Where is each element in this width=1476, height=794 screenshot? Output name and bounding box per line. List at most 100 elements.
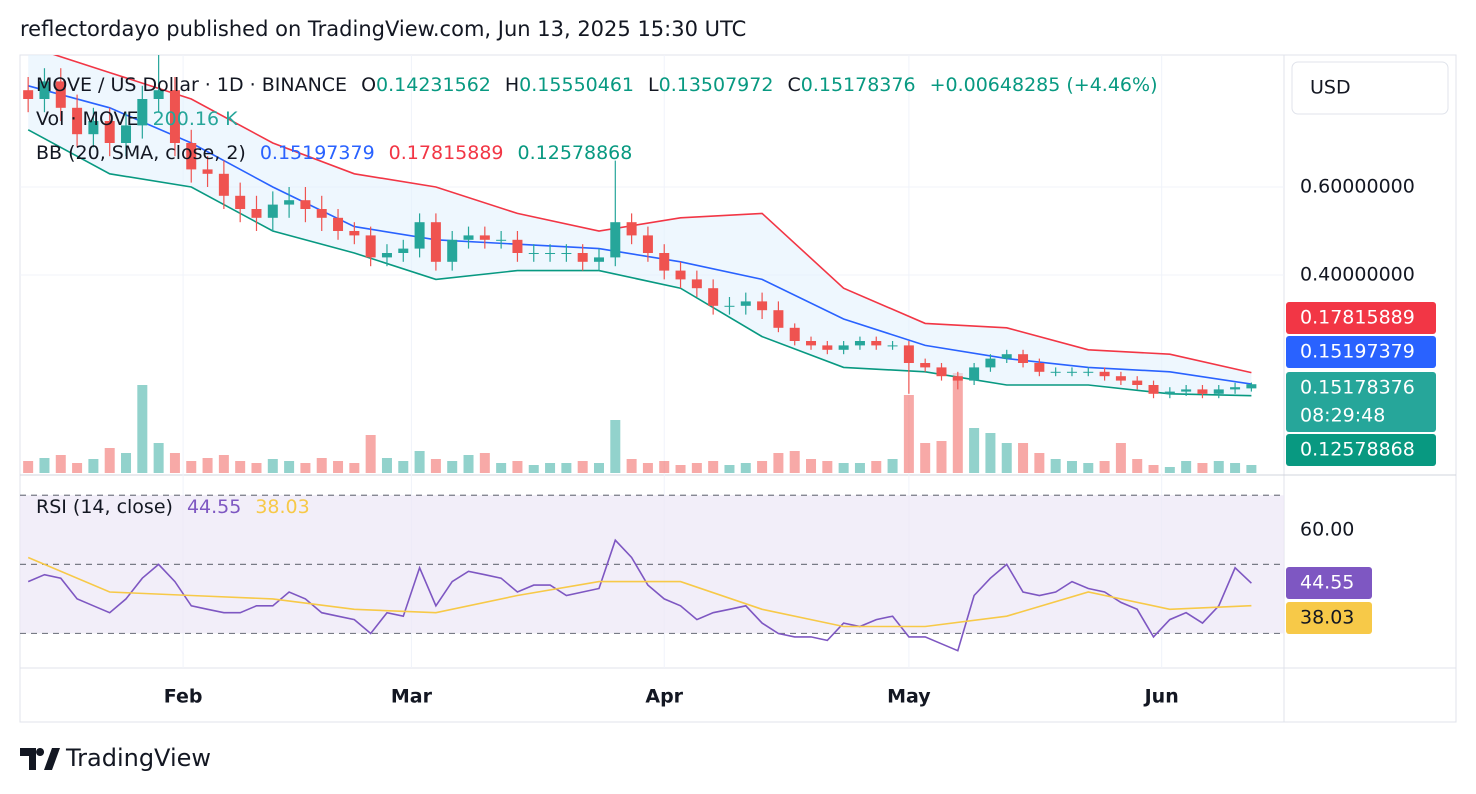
volume-bar: [1066, 461, 1077, 473]
candle-body: [1213, 389, 1224, 394]
volume-bar: [235, 461, 246, 473]
bb-band-fill: [28, 55, 1252, 396]
volume-bar: [757, 461, 768, 473]
x-tick-label: Apr: [645, 686, 683, 708]
candle-body: [398, 248, 409, 253]
bar-countdown: 08:29:48: [1300, 405, 1385, 427]
volume-bar: [23, 461, 34, 473]
rsi-line: [27, 556, 1252, 628]
candle-body: [430, 222, 441, 262]
rsi-badge-label: 44.55: [1300, 572, 1354, 594]
bb-upper-value: 0.17815889: [389, 142, 504, 164]
candle-body: [72, 107, 83, 135]
volume-bar: [1246, 464, 1257, 473]
volume-bar: [920, 443, 931, 473]
candle-body: [349, 231, 360, 236]
volume-bar: [969, 428, 980, 473]
volume-bar: [952, 373, 963, 473]
volume-bar: [724, 465, 735, 473]
volume-bar: [1197, 463, 1208, 473]
volume-bar: [267, 459, 278, 473]
volume-value: 200.16 K: [153, 108, 239, 130]
bb-line: [27, 85, 1252, 385]
x-tick-label: May: [887, 686, 931, 708]
volume-bar: [512, 461, 523, 473]
volume-bar: [1083, 463, 1094, 473]
volume-title: Vol · MOVE: [36, 108, 139, 130]
candle-body: [1018, 354, 1029, 363]
volume-bar: [104, 448, 115, 473]
rsi-pane: [20, 494, 1284, 652]
candle-body: [512, 239, 523, 253]
candle-body: [969, 367, 980, 381]
volume-bar: [708, 461, 719, 473]
candle-body: [300, 200, 311, 209]
close-value: 0.15178376: [801, 74, 916, 96]
candle-body: [479, 235, 490, 240]
candle-body: [55, 81, 66, 108]
candle-body: [822, 345, 833, 350]
volume-bar: [430, 459, 441, 473]
candle-body: [806, 341, 817, 346]
candle-body: [39, 81, 50, 99]
candle-body: [561, 253, 572, 254]
chart-frame: [19, 54, 1457, 723]
bb-lower-value: 0.12578868: [518, 142, 633, 164]
candle-body: [251, 209, 262, 218]
open-value: 0.14231562: [376, 74, 491, 96]
candle-body: [871, 341, 882, 346]
bb-title: BB (20, SMA, close, 2): [36, 142, 246, 164]
volume-bar: [838, 463, 849, 473]
y-tick-label: 0.40000000: [1300, 264, 1415, 286]
x-tick-label: Mar: [391, 686, 433, 708]
candle-body: [1001, 354, 1012, 359]
volume-bar: [528, 465, 539, 473]
candle-body: [610, 222, 621, 258]
volume-bar: [169, 453, 180, 473]
volume-bar: [218, 455, 229, 473]
volume-bar: [626, 459, 637, 473]
x-tick-label: Feb: [164, 686, 203, 708]
volume-bar: [88, 459, 99, 473]
candle-body: [104, 121, 115, 143]
volume-bar: [773, 453, 784, 473]
volume-bar: [871, 461, 882, 473]
candle-body: [1132, 380, 1143, 385]
volume-bar: [675, 465, 686, 473]
volume-bar: [1132, 459, 1143, 473]
price-badge-label: 0.15178376: [1300, 377, 1415, 399]
volume-bar: [1181, 461, 1192, 473]
volume-bar: [936, 441, 947, 473]
rsi-ma-value: 38.03: [255, 496, 309, 518]
candle-body: [235, 195, 246, 209]
candle-body: [838, 345, 849, 350]
volume-bar: [610, 420, 621, 473]
volume-bar: [349, 463, 360, 473]
symbol-legend: MOVE / US Dollar · 1D · BINANCE O0.142315…: [36, 74, 1157, 96]
volume-bar: [121, 453, 132, 473]
volume-bar: [1148, 465, 1159, 473]
candle-body: [952, 376, 963, 381]
volume-bar: [1213, 461, 1224, 473]
candle-body: [691, 279, 702, 289]
candle-body: [1197, 389, 1208, 394]
candle-body: [985, 358, 996, 368]
tradingview-logo: TradingView: [20, 744, 211, 772]
volume-bar: [577, 461, 588, 473]
volume-bar: [39, 458, 50, 473]
volume-bar: [561, 463, 572, 473]
rsi-badge: [1286, 602, 1372, 634]
volume-bar: [300, 463, 311, 473]
candle-body: [854, 341, 865, 346]
candle-body: [936, 367, 947, 377]
candle-body: [675, 270, 686, 280]
volume-bar: [398, 461, 409, 473]
candle-body: [333, 217, 344, 231]
volume-bar: [1050, 459, 1061, 473]
candle-body: [137, 99, 148, 126]
volume-bar: [447, 461, 458, 473]
currency-button[interactable]: [1291, 61, 1449, 115]
volume-bar: [1018, 443, 1029, 473]
candle-body: [545, 253, 556, 254]
